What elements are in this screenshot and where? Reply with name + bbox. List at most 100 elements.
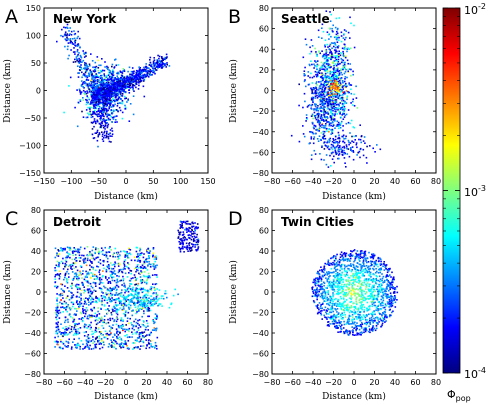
data-point [314,91,317,93]
data-point [337,86,339,89]
data-point [118,96,121,99]
data-point [143,304,145,306]
data-point [113,320,115,323]
data-point [94,329,97,331]
data-point [131,289,133,292]
data-point [81,289,83,292]
data-point [143,79,146,81]
data-point [95,79,97,82]
data-point [99,95,101,98]
data-point [330,106,333,109]
data-point [337,88,339,91]
data-point [126,276,129,278]
data-point [132,70,134,73]
data-point [321,37,323,39]
data-point [351,150,353,152]
data-point [116,78,118,80]
data-point [89,112,91,114]
data-point [111,293,114,296]
data-point [324,45,326,48]
data-point [88,347,90,349]
data-point [108,305,110,307]
data-point [122,306,125,308]
data-point [96,314,98,316]
data-point [305,117,308,119]
data-point [74,39,77,42]
data-point [61,250,64,252]
data-point [85,342,88,345]
data-point [82,82,84,84]
data-point [342,66,344,69]
data-point [114,121,116,123]
data-point [341,86,344,88]
x-ticks-b: −80 −60 −40 −20 0 20 40 60 80 [264,8,441,186]
data-point [326,82,329,84]
data-point [99,90,101,92]
data-point [335,76,338,79]
data-point [330,90,332,93]
data-point [326,140,329,143]
data-point [330,165,332,167]
data-point [88,113,90,116]
data-point [115,323,118,326]
data-point [125,77,128,80]
data-point [84,81,87,84]
data-point [57,321,59,324]
data-point [95,247,97,249]
data-point [331,128,334,131]
data-point [341,120,343,123]
data-point [124,256,126,258]
data-point [142,70,145,72]
data-point [117,93,119,95]
data-point [121,75,124,77]
data-point [122,329,124,332]
data-point [310,108,313,110]
data-point [54,340,56,343]
data-point [329,86,331,88]
data-point [124,95,126,98]
data-point [127,299,129,301]
data-point [150,65,153,67]
data-point [133,84,136,87]
data-point [135,324,137,327]
data-point [161,58,164,60]
data-point [128,294,131,296]
data-point [338,93,340,95]
data-point [101,111,104,114]
data-point [153,258,156,260]
data-point [311,103,314,106]
data-point [341,135,343,138]
data-point [101,77,103,80]
data-point [111,74,114,76]
data-point [156,300,158,303]
data-point [340,122,342,125]
data-point [108,81,110,84]
data-point [319,69,321,72]
data-point [328,89,331,91]
data-point [95,326,97,329]
data-point [88,82,91,85]
data-point [316,60,319,62]
data-point [348,68,351,70]
data-point [161,67,163,69]
data-point [58,274,60,276]
x-tick-label: −20 [325,177,342,186]
data-point [61,293,63,296]
data-point [96,96,98,99]
data-point [88,273,90,276]
data-point [129,73,131,76]
data-point [104,77,106,80]
data-point [80,294,82,297]
data-point [120,76,122,79]
data-point [62,332,64,334]
data-point [116,279,118,281]
data-point [142,295,145,298]
data-point [339,78,342,81]
data-point [155,274,158,276]
data-point [97,261,100,263]
data-point [68,298,71,301]
data-point [64,248,66,251]
data-point [94,80,96,83]
data-point [111,271,114,274]
data-point [328,108,331,111]
